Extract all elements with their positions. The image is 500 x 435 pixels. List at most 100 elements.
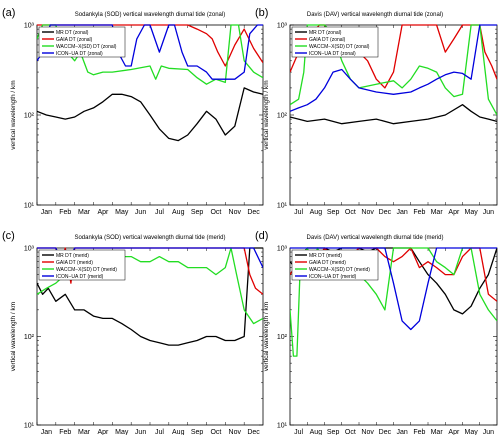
- x-tick-label: Jan: [41, 209, 52, 216]
- y-tick-label: 10¹: [24, 423, 35, 430]
- legend-entry: MR DT (zonal): [309, 30, 342, 36]
- y-tick-label: 10¹: [24, 203, 35, 210]
- y-tick-label: 10³: [277, 23, 288, 30]
- panel-b: (b) Davis (DAV) vertical wavelength diurn…: [255, 7, 498, 216]
- x-tick-label: Jul: [155, 209, 164, 216]
- legend-entry: MR DT (merid): [56, 253, 89, 259]
- x-tick-label: Feb: [59, 209, 71, 216]
- series-line-mr: [37, 87, 263, 142]
- y-tick-label: 10³: [24, 23, 35, 30]
- legend-entry: GAIA DT (merid): [309, 260, 346, 266]
- x-tick-label: Dec: [379, 209, 392, 216]
- series-line-mr: [290, 104, 497, 125]
- x-tick-label: May: [465, 429, 479, 435]
- x-tick-label: Aug: [172, 209, 185, 216]
- y-tick-label: 10¹: [277, 203, 288, 210]
- x-tick-label: Nov: [361, 209, 374, 216]
- y-tick-label: 10²: [24, 334, 35, 341]
- legend-entry: WACCM−X(SD) DT (merid): [309, 267, 370, 273]
- x-tick-label: Sep: [327, 209, 340, 216]
- y-tick-label: 10¹: [277, 423, 288, 430]
- series-line-icon: [37, 247, 263, 269]
- legend-entry: WACCM−X(SD) DT (zonal): [56, 44, 117, 50]
- series-line-mr: [37, 247, 263, 346]
- y-tick-label: 10²: [24, 113, 35, 120]
- y-tick-label: 10²: [277, 334, 288, 341]
- x-tick-label: Sep: [327, 429, 340, 435]
- x-tick-label: Apr: [97, 209, 109, 216]
- y-tick-label: 10³: [277, 246, 288, 253]
- panel-d: (d) Davis (DAV) vertical wavelength diurn…: [255, 230, 498, 435]
- legend-entry: ICON−UA DT (zonal): [56, 51, 103, 57]
- x-tick-label: Oct: [210, 429, 221, 435]
- x-tick-label: Oct: [345, 209, 356, 216]
- x-tick-label: Jul: [294, 429, 303, 435]
- panel-letter: (b): [255, 7, 268, 19]
- legend-entry: MR DT (merid): [309, 253, 342, 259]
- x-tick-label: May: [465, 209, 479, 216]
- series-line-icon: [290, 24, 497, 112]
- y-axis-label: vertical wavelength / km: [263, 80, 270, 149]
- x-tick-label: Jun: [135, 429, 146, 435]
- x-tick-label: Mar: [78, 209, 91, 216]
- x-tick-label: Apr: [97, 429, 109, 435]
- legend-entry: GAIA DT (merid): [56, 260, 93, 266]
- x-tick-label: Apr: [448, 429, 460, 435]
- panel-a: (a) Sodankyla (SOD) vertical wavelength d…: [2, 7, 264, 216]
- x-tick-label: May: [115, 209, 129, 216]
- panel-letter: (a): [2, 7, 15, 19]
- x-tick-label: Nov: [229, 429, 242, 435]
- x-tick-label: Feb: [413, 429, 425, 435]
- x-tick-label: Sep: [191, 429, 204, 435]
- x-tick-label: Mar: [78, 429, 91, 435]
- panel-title: Davis (DAV) vertical wavelength diurnal …: [307, 12, 443, 18]
- x-tick-label: Oct: [345, 429, 356, 435]
- panel-letter: (c): [2, 230, 15, 242]
- x-tick-label: Sep: [191, 209, 204, 216]
- x-tick-label: Jun: [483, 209, 494, 216]
- y-axis-label: vertical wavelength / km: [10, 302, 17, 371]
- x-tick-label: Mar: [431, 429, 444, 435]
- legend-entry: GAIA DT (zonal): [309, 37, 346, 43]
- x-tick-label: Apr: [448, 209, 460, 216]
- legend-entry: ICON−UA DT (merid): [309, 274, 357, 280]
- panel-title: Sodankyla (SOD) vertical wavelength diur…: [74, 235, 225, 241]
- legend: [38, 26, 126, 58]
- x-tick-label: Jan: [396, 429, 407, 435]
- x-tick-label: Jul: [155, 429, 164, 435]
- series-line-icon: [37, 24, 263, 80]
- y-axis-label: vertical wavelength / km: [263, 302, 270, 371]
- legend-entry: ICON−UA DT (merid): [56, 274, 104, 280]
- x-tick-label: Dec: [247, 209, 260, 216]
- legend-entry: GAIA DT (zonal): [56, 37, 93, 43]
- x-tick-label: Mar: [431, 209, 444, 216]
- x-tick-label: Nov: [229, 209, 242, 216]
- legend-entry: MR DT (zonal): [56, 30, 89, 36]
- panel-title: Davis (DAV) vertical wavelength diurnal …: [307, 235, 444, 241]
- y-tick-label: 10²: [277, 113, 288, 120]
- x-tick-label: Feb: [413, 209, 425, 216]
- x-tick-label: Feb: [59, 429, 71, 435]
- x-tick-label: Dec: [379, 429, 392, 435]
- x-tick-label: Oct: [210, 209, 221, 216]
- x-tick-label: Aug: [172, 429, 185, 435]
- x-tick-label: Jan: [41, 429, 52, 435]
- x-tick-label: Dec: [247, 429, 260, 435]
- panel-title: Sodankyla (SOD) vertical wavelength diur…: [75, 12, 225, 18]
- y-tick-label: 10³: [24, 246, 35, 253]
- series-line-waccm: [290, 24, 497, 116]
- legend-entry: WACCM−X(SD) DT (merid): [56, 267, 117, 273]
- x-tick-label: Jan: [396, 209, 407, 216]
- series-line-icon: [290, 247, 497, 331]
- legend-entry: ICON−UA DT (zonal): [309, 51, 356, 57]
- y-axis-label: vertical wavelength / km: [10, 80, 17, 149]
- panel-c: (c) Sodankyla (SOD) vertical wavelength d…: [2, 230, 264, 435]
- x-tick-label: Jun: [135, 209, 146, 216]
- panel-letter: (d): [255, 230, 268, 242]
- x-tick-label: May: [115, 429, 129, 435]
- x-tick-label: Jul: [294, 209, 303, 216]
- x-tick-label: Aug: [310, 429, 323, 435]
- x-tick-label: Nov: [361, 429, 374, 435]
- x-tick-label: Aug: [310, 209, 323, 216]
